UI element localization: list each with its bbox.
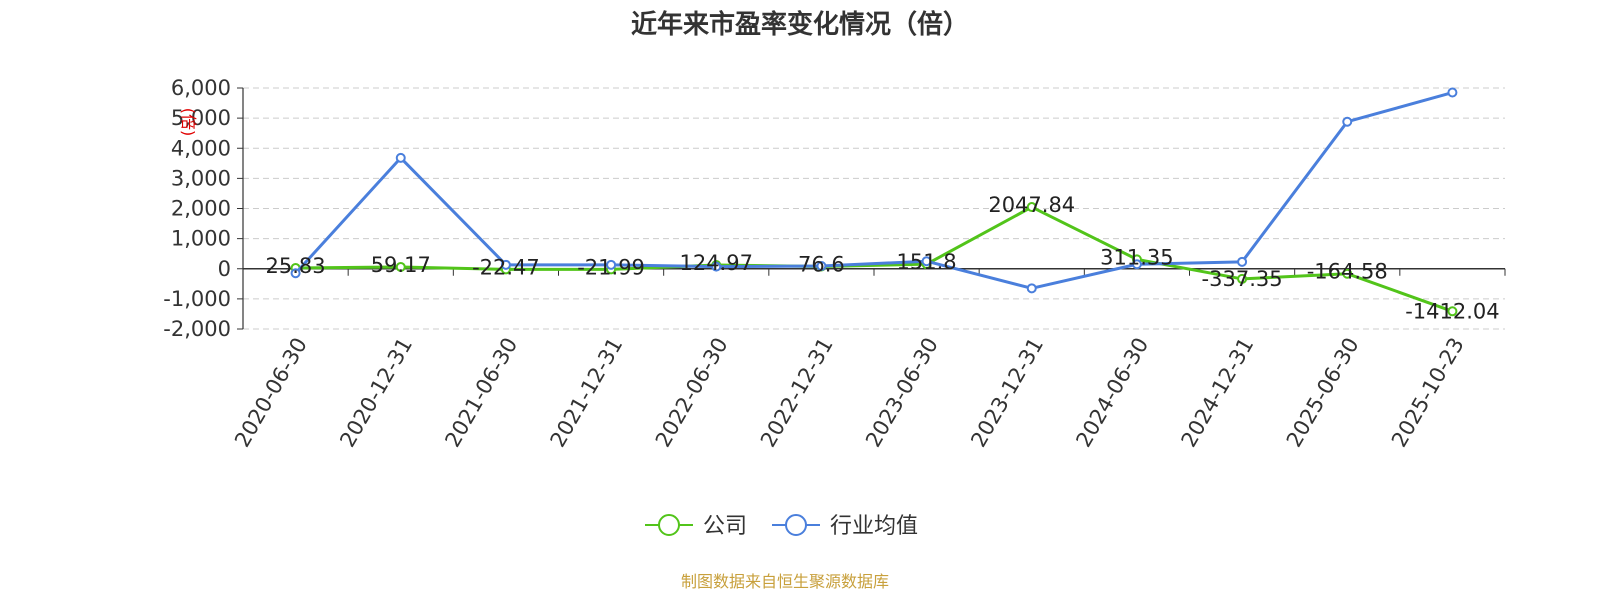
x-tick-label: 2023-06-30 <box>861 333 943 451</box>
grid <box>243 87 1505 330</box>
x-tick-label: 2024-06-30 <box>1071 334 1153 452</box>
data-point-1[interactable] <box>395 152 406 163</box>
source-note: 制图数据来自恒生聚源数据库 <box>681 572 889 591</box>
x-tick-label: 2025-10-23 <box>1387 334 1469 452</box>
data-point-1[interactable] <box>1131 259 1142 270</box>
x-tick-label: 2024-12-31 <box>1177 334 1259 452</box>
data-point-1[interactable] <box>1026 283 1037 294</box>
data-point-1[interactable] <box>1237 256 1248 267</box>
legend[interactable]: 公司 行业均值 <box>645 514 918 539</box>
y-tick-label: -1,000 <box>163 287 231 311</box>
y-tick-label: 4,000 <box>171 136 231 160</box>
y-tick-label: 0 <box>218 257 231 281</box>
x-tick-label: 2021-12-31 <box>546 334 628 452</box>
data-label: -22.47 <box>472 255 540 279</box>
data-label: -164.58 <box>1307 260 1388 284</box>
data-labels: 25.83 59.17 -22.47 -21.99 124.97 76.6 151.8 204… <box>266 193 1500 323</box>
data-point-1[interactable] <box>711 261 722 272</box>
data-label: 76.6 <box>798 252 845 276</box>
y-tick-label: -2,000 <box>163 317 231 341</box>
series-line-1 <box>294 91 1453 290</box>
y-axis-unit-label: (倍) <box>179 108 198 137</box>
y-tick-label: 3,000 <box>171 166 231 190</box>
data-label: 59.17 <box>371 253 431 277</box>
data-point-1[interactable] <box>290 268 301 279</box>
data-label: 2047.84 <box>988 193 1075 217</box>
series-group <box>290 87 1458 317</box>
data-label: 25.83 <box>266 254 326 278</box>
data-point-0[interactable] <box>1237 273 1248 284</box>
legend-marker-icon <box>658 514 680 536</box>
data-point-1[interactable] <box>606 259 617 270</box>
data-label: 311.35 <box>1100 245 1173 269</box>
x-tick-label: 2021-06-30 <box>440 334 522 452</box>
y-tick-label: 1,000 <box>171 227 231 251</box>
legend-item-1[interactable]: 行业均值 <box>772 514 918 539</box>
data-point-1[interactable] <box>500 259 511 270</box>
x-tick-label: 2022-12-31 <box>756 334 838 452</box>
data-point-0[interactable] <box>1342 268 1353 279</box>
data-point-0[interactable] <box>1447 306 1458 317</box>
data-label: -337.35 <box>1202 267 1283 291</box>
data-label: -21.99 <box>577 255 645 279</box>
series-line-0 <box>295 205 1453 313</box>
x-tick-label: 2023-12-31 <box>966 334 1048 452</box>
y-tick-label: 2,000 <box>171 197 231 221</box>
x-tick-label: 2022-06-30 <box>651 334 733 452</box>
data-point-0[interactable] <box>1026 202 1037 213</box>
legend-label: 行业均值 <box>830 514 918 539</box>
data-label: 124.97 <box>680 251 753 275</box>
data-label: 151.8 <box>897 250 957 274</box>
legend-marker-icon <box>785 514 807 536</box>
x-tick-label: 2025-06-30 <box>1282 334 1364 452</box>
data-point-1[interactable] <box>1447 87 1458 98</box>
data-point-1[interactable] <box>1342 116 1353 127</box>
data-point-1[interactable] <box>921 256 932 267</box>
x-tick-label: 2020-06-30 <box>230 334 312 452</box>
chart-title: 近年来市盈率变化情况（倍） <box>631 9 969 40</box>
data-point-0[interactable] <box>395 261 406 272</box>
x-tick-label: 2020-12-31 <box>335 334 417 452</box>
y-tick-label: 6,000 <box>171 76 231 100</box>
y-tick-label: 5,000 <box>171 106 231 130</box>
data-point-1[interactable] <box>816 261 827 272</box>
data-label: -1412.04 <box>1405 299 1499 323</box>
legend-item-0[interactable]: 公司 <box>645 514 747 539</box>
legend-label: 公司 <box>703 514 747 539</box>
